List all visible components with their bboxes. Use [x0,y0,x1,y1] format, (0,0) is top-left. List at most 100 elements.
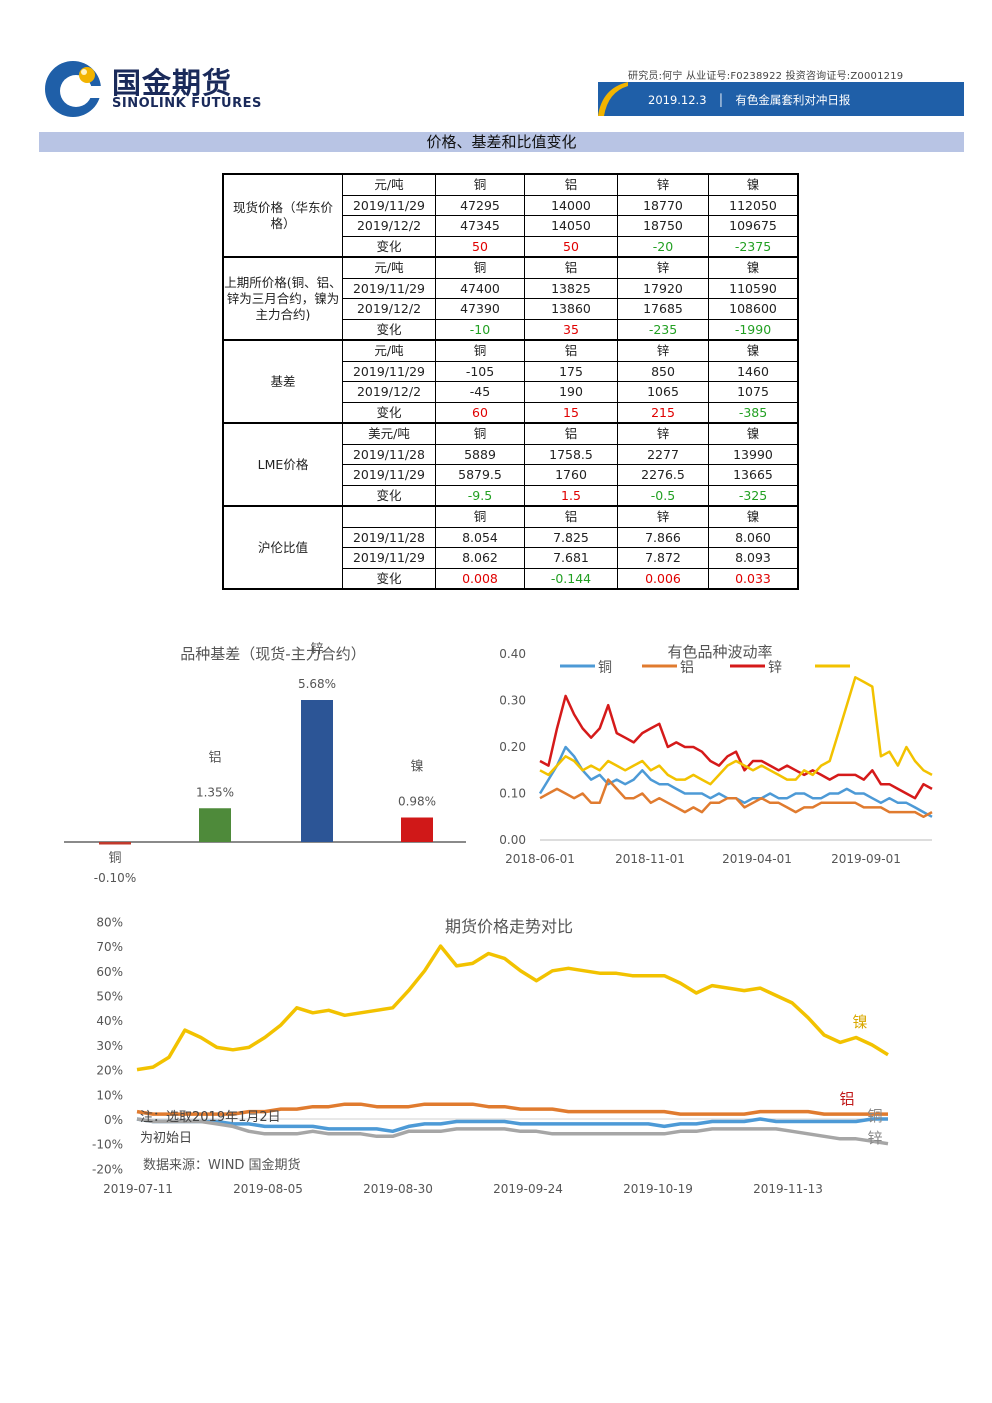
volatility-x-tick: 2018-06-01 [505,852,575,866]
table-cell: -0.5 [617,484,709,507]
table-group-label: 上期所价格(铜、铝、锌为三月合约，镍为主力合约) [222,256,343,341]
table-cell: 13860 [524,298,618,320]
header-info: 2019.12.3 │ 有色金属套利对冲日报 [648,92,850,108]
section-title: 价格、基差和比值变化 [39,132,964,152]
table-row-label: 变化 [342,318,436,341]
table-row: 变化 60 15 215 -385 [223,401,799,424]
table-row: 2019/11/29 5879.5 1760 2276.5 13665 [223,464,799,486]
table-cell: 0.033 [708,567,799,590]
table-cell: 0.008 [435,567,525,590]
basis-category-label: 镍 [410,760,423,775]
table-row-label: 2019/12/2 [342,381,436,403]
volatility-y-tick: 0.30 [499,694,526,708]
table-row-label: 变化 [342,401,436,424]
table-cell: 17920 [617,277,709,299]
volatility-series-line [539,778,933,819]
trend-x-tick: 2019-09-24 [493,1182,563,1196]
table-cell: -235 [617,318,709,341]
table-cell: 13990 [708,443,799,465]
table-cell: 215 [617,401,709,424]
table-group-label: 现货价格（华东价格） [222,173,343,258]
table-cell: 1758.5 [524,443,618,465]
table-cell: -9.5 [435,484,525,507]
table-cell: 0.006 [617,567,709,590]
table-row-label: 2019/12/2 [342,215,436,237]
basis-chart-title: 品种基差（现货-主力合约） [180,645,365,663]
trend-chart-note-line1: 注：选取2019年1月2日 [140,1110,281,1125]
basis-data-label: 0.98% [398,795,436,809]
table-row-label: 2019/11/28 [342,443,436,465]
volatility-line-chart: 有色品种波动率 0.00 0.10 0.20 0.30 0.40 2018-06-01 20… [499,643,933,866]
volatility-y-tick: 0.10 [499,787,526,801]
trend-series-label: 铜 [867,1107,882,1125]
volatility-series-line [539,676,933,786]
trend-y-tick: 40% [96,1014,123,1028]
trend-y-tick: 70% [96,940,123,954]
table-cell: 1760 [524,464,618,486]
table-cell: 35 [524,318,618,341]
table-row: 2019/11/29 47400 13825 17920 110590 [223,277,799,299]
table-cell: 铜 [435,256,525,279]
table-cell: 7.872 [617,547,709,569]
table-cell: 47295 [435,194,525,216]
trend-series-label: 锌 [867,1129,882,1147]
basis-bar [199,808,231,842]
table-cell: 175 [524,360,618,382]
table-cell: 18750 [617,215,709,237]
table-cell: 50 [524,235,618,258]
table-row: 沪伦比值 铜铝锌镍 [222,505,799,590]
table-cell: 铜 [435,422,525,445]
table-cell: 锌 [617,256,709,279]
table-cell: 8.054 [435,526,525,548]
table-cell: 5889 [435,443,525,465]
header-accent-icon [598,82,628,116]
table-cell: 850 [617,360,709,382]
table-row-label: 变化 [342,235,436,258]
analyst-credentials: 研究员:何宁 从业证号:F0238922 投资咨询证号:Z0001219 [628,71,904,82]
table-cell: 8.060 [708,526,799,548]
table-group-label: 沪伦比值 [222,505,343,590]
trend-series-line [136,1102,888,1116]
table-group-label: LME价格 [222,422,343,507]
basis-category-label: 铜 [108,851,121,866]
table-cell: -325 [708,484,799,507]
header-band: 2019.12.3 │ 有色金属套利对冲日报 [598,82,964,116]
trend-series-line [136,1117,889,1146]
table-cell: 17685 [617,298,709,320]
volatility-y-tick: 0.40 [499,647,526,661]
basis-data-label: 1.35% [196,785,234,799]
table-row: 变化 0.008 -0.144 0.006 0.033 [223,567,799,590]
volatility-x-tick: 2018-11-01 [615,852,685,866]
table-row: 2019/11/28 8.054 7.825 7.866 8.060 [223,526,799,548]
table-cell: 13665 [708,464,799,486]
table-row: 2019/11/29 -105 175 850 1460 [223,360,799,382]
table-cell: 镍 [708,339,799,362]
trend-x-tick: 2019-10-19 [623,1182,693,1196]
trend-chart-note-line2: 为初始日 [140,1131,192,1146]
table-row-label: 2019/11/29 [342,277,436,299]
table-cell: 13825 [524,277,618,299]
table-row-label: 变化 [342,567,436,590]
header-separator: │ [710,93,732,107]
price-trend-line-chart: 期货价格走势对比 80% 70% 60% 50% 40% 30% 20% 10% 0% -10% -… [92,915,889,1196]
company-name-cn: 国金期货 [112,66,233,100]
table-cell: 铝 [524,339,618,362]
trend-y-tick: 60% [96,965,123,979]
table-row-label [342,505,436,528]
trend-y-tick: 50% [96,990,123,1004]
table-cell: 112050 [708,194,799,216]
table-row: 2019/12/2 -45 190 1065 1075 [223,381,799,403]
table-row-label: 美元/吨 [342,422,436,445]
basis-category-label: 铝 [208,750,221,765]
table-cell: 镍 [708,256,799,279]
table-row-label: 元/吨 [342,339,436,362]
table-cell: 110590 [708,277,799,299]
table-row: 变化 -9.5 1.5 -0.5 -325 [223,484,799,507]
table-cell: -10 [435,318,525,341]
table-cell: 铝 [524,256,618,279]
table-cell: 锌 [617,339,709,362]
table-cell: 锌 [617,505,709,528]
table-cell: 锌 [617,422,709,445]
trend-series-line [136,944,889,1072]
table-row-label: 2019/11/29 [342,547,436,569]
